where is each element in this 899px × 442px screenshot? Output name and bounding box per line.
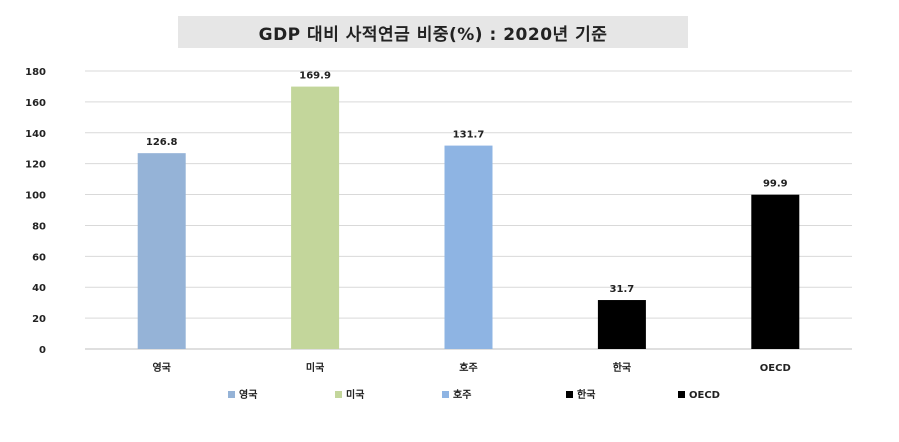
y-tick-label: 160	[25, 98, 46, 109]
y-tick-label: 0	[39, 345, 46, 356]
legend-item: 한국	[566, 389, 595, 401]
x-axis-categories: 영국 미국 호주 한국 OECD	[152, 361, 790, 374]
y-axis-ticks: 0 20 40 60 80 100 120 140 160 180	[25, 67, 46, 356]
legend-swatch	[228, 391, 235, 398]
legend-item: 미국	[335, 388, 364, 401]
y-tick-label: 180	[25, 67, 46, 78]
legend-label: 한국	[577, 389, 595, 401]
x-tick-label: OECD	[760, 363, 791, 374]
data-labels: 126.8 169.9 131.7 31.7 99.9	[146, 71, 788, 295]
legend-item: OECD	[678, 390, 720, 401]
y-tick-label: 80	[32, 221, 46, 232]
chart-title: GDP 대비 사적연금 비중(%) : 2020년 기준	[178, 16, 688, 48]
data-label: 99.9	[763, 179, 788, 190]
x-tick-label: 한국	[613, 362, 631, 374]
legend-label: OECD	[689, 390, 720, 401]
legend-swatch	[335, 391, 342, 398]
data-label: 31.7	[610, 284, 635, 295]
bar-2	[444, 145, 493, 349]
legend-swatch	[678, 391, 685, 398]
y-tick-label: 60	[32, 252, 46, 263]
y-tick-label: 140	[25, 129, 46, 140]
legend-swatch	[566, 391, 573, 398]
y-tick-label: 120	[25, 160, 46, 171]
legend: 영국 미국 호주 한국 OECD	[228, 388, 720, 401]
y-tick-label: 20	[32, 314, 46, 325]
data-label: 169.9	[299, 71, 331, 82]
data-label: 126.8	[146, 137, 178, 148]
y-tick-label: 100	[25, 191, 46, 202]
legend-swatch	[442, 391, 449, 398]
legend-label: 미국	[346, 388, 364, 401]
bar-3	[597, 300, 646, 349]
bars	[137, 86, 800, 350]
bar-4	[751, 194, 800, 349]
y-tick-label: 40	[32, 283, 46, 294]
bar-1	[291, 86, 340, 350]
x-tick-label: 영국	[152, 361, 170, 374]
data-label: 131.7	[453, 130, 485, 141]
legend-item: 호주	[442, 388, 471, 401]
x-tick-label: 호주	[459, 361, 477, 374]
legend-label: 호주	[453, 388, 471, 401]
bar-0	[137, 153, 186, 349]
legend-item: 영국	[228, 388, 257, 401]
x-tick-label: 미국	[306, 361, 324, 374]
legend-label: 영국	[239, 388, 257, 401]
